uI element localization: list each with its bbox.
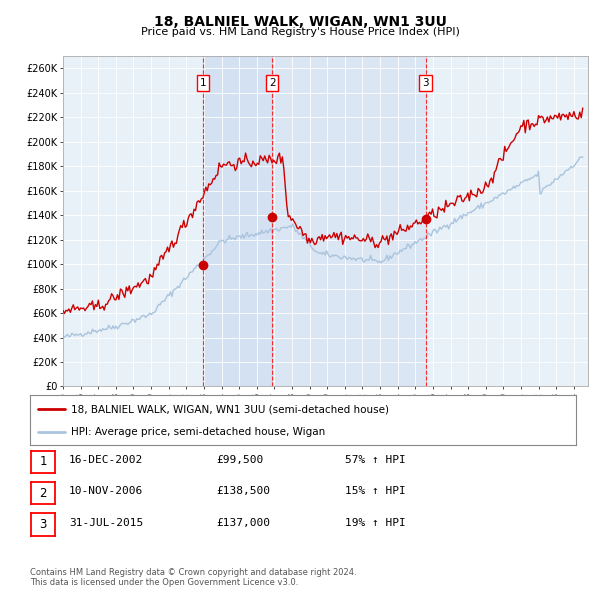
Text: Contains HM Land Registry data © Crown copyright and database right 2024.
This d: Contains HM Land Registry data © Crown c… bbox=[30, 568, 356, 587]
Text: £99,500: £99,500 bbox=[216, 455, 263, 465]
Text: 2: 2 bbox=[269, 78, 275, 88]
Text: 16-DEC-2002: 16-DEC-2002 bbox=[69, 455, 143, 465]
Text: 31-JUL-2015: 31-JUL-2015 bbox=[69, 518, 143, 527]
Text: 2: 2 bbox=[40, 487, 47, 500]
Bar bbox=[272, 56, 425, 386]
Text: 3: 3 bbox=[40, 518, 47, 531]
Text: 18, BALNIEL WALK, WIGAN, WN1 3UU: 18, BALNIEL WALK, WIGAN, WN1 3UU bbox=[154, 15, 446, 29]
Text: £137,000: £137,000 bbox=[216, 518, 270, 527]
Text: 18, BALNIEL WALK, WIGAN, WN1 3UU (semi-detached house): 18, BALNIEL WALK, WIGAN, WN1 3UU (semi-d… bbox=[71, 404, 389, 414]
Bar bbox=[203, 56, 272, 386]
Text: 1: 1 bbox=[40, 455, 47, 468]
Text: 57% ↑ HPI: 57% ↑ HPI bbox=[345, 455, 406, 465]
Text: HPI: Average price, semi-detached house, Wigan: HPI: Average price, semi-detached house,… bbox=[71, 427, 325, 437]
Text: Price paid vs. HM Land Registry's House Price Index (HPI): Price paid vs. HM Land Registry's House … bbox=[140, 27, 460, 37]
Text: 10-NOV-2006: 10-NOV-2006 bbox=[69, 487, 143, 496]
Text: 3: 3 bbox=[422, 78, 429, 88]
Text: £138,500: £138,500 bbox=[216, 487, 270, 496]
Text: 15% ↑ HPI: 15% ↑ HPI bbox=[345, 487, 406, 496]
Text: 19% ↑ HPI: 19% ↑ HPI bbox=[345, 518, 406, 527]
Text: 1: 1 bbox=[200, 78, 206, 88]
